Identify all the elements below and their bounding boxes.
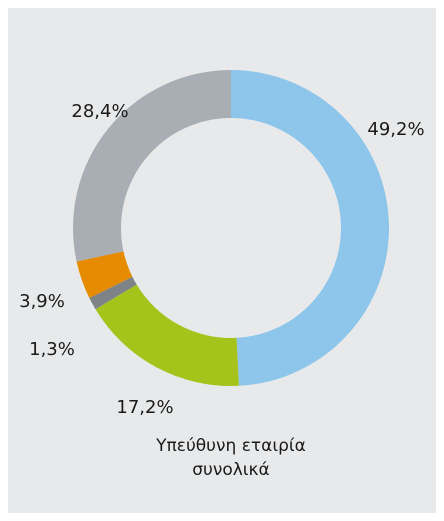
donut-segment (95, 284, 239, 386)
data-label: 1,3% (29, 339, 75, 360)
chart-caption: Υπεύθυνη εταιρία συνολικά (156, 436, 306, 480)
data-label: 28,4% (71, 101, 128, 122)
donut-segment (89, 276, 137, 310)
data-label: 3,9% (19, 291, 65, 312)
donut-segment (231, 70, 390, 386)
donut-segment (76, 251, 133, 298)
donut-segment (72, 70, 231, 262)
data-label: 17,2% (116, 397, 173, 418)
data-label: 49,2% (367, 119, 424, 140)
